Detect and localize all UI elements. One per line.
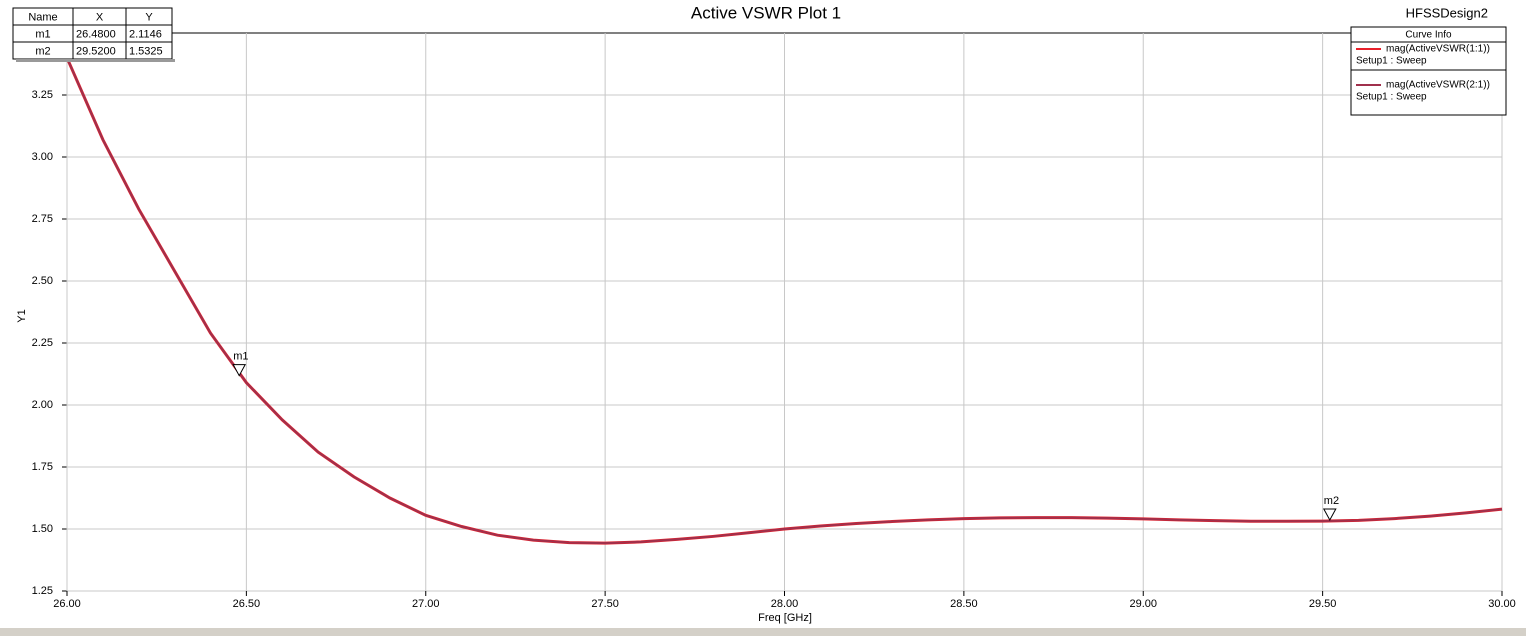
marker-triangle [232,364,247,377]
legend-setup: Setup1 : Sweep [1356,56,1427,67]
legend-setup: Setup1 : Sweep [1356,92,1427,103]
legend-entry: mag(ActiveVSWR(1:1)) [1386,44,1490,55]
x-tick-label: 26.00 [53,598,81,610]
x-tick-label: 28.50 [950,598,978,610]
table-header: Y [145,11,153,23]
marker-triangle [1322,508,1337,521]
x-tick-label: 27.00 [412,598,440,610]
y-tick-label: 2.00 [32,399,53,411]
y-tick-label: 2.25 [32,337,53,349]
marker-table: Name X Ym1 26.4800 2.1146 m2 29.5200 1.5325 [12,7,175,62]
table-cell: 1.5325 [129,45,163,57]
table-shadow [16,59,175,62]
table-cell: m1 [35,28,50,40]
y-tick-label: 1.25 [32,585,53,597]
y-tick-label: 3.00 [32,151,53,163]
legend-entry: mag(ActiveVSWR(2:1)) [1386,80,1490,91]
x-tick-label: 27.50 [591,598,619,610]
table-cell: 26.4800 [76,28,116,40]
y-tick-label: 1.75 [32,461,53,473]
chart-title: Active VSWR Plot 1 [691,3,841,22]
y-tick-label: 2.50 [32,275,53,287]
y-tick-label: 3.25 [32,89,53,101]
status-bar [0,628,1526,636]
x-axis-label: Freq [GHz] [758,612,812,624]
table-header: Name [28,11,57,23]
design-name: HFSSDesign2 [1406,5,1488,20]
legend-title: Curve Info [1405,30,1452,41]
markers: m1 m2 [232,350,1339,521]
table-cell: 2.1146 [129,28,162,40]
grid: 1.25 1.50 1.75 2.00 2.25 2.50 2.75 3.00 3.25 26.0… [32,33,1516,610]
table-frame [12,7,173,60]
y-axis-label: Y1 [16,309,28,322]
table-cell: 29.5200 [76,45,116,57]
x-tick-label: 29.50 [1309,598,1337,610]
table-header: X [96,11,104,23]
curves [65,57,1503,545]
y-tick-label: 1.50 [32,523,53,535]
x-tick-label: 29.00 [1129,598,1157,610]
series-line [66,57,1503,545]
y-tick-label: 2.75 [32,213,53,225]
table-cell: m2 [35,45,50,57]
x-tick-label: 26.50 [233,598,261,610]
x-tick-label: 28.00 [771,598,799,610]
marker-label: m1 [233,350,248,362]
x-tick-label: 30.00 [1488,598,1516,610]
marker-label: m2 [1324,495,1339,507]
